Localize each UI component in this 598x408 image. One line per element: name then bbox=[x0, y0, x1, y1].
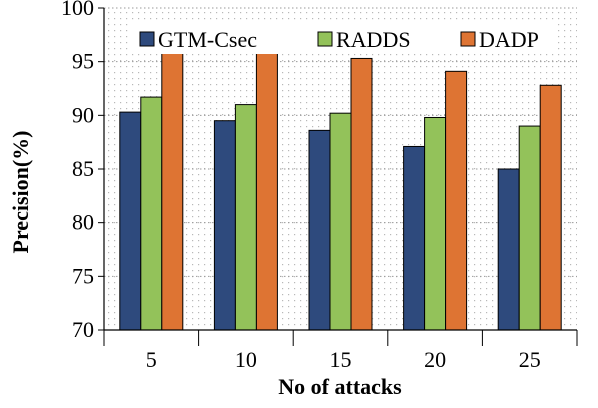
legend-swatch-gtm-csec bbox=[139, 31, 155, 47]
bar-dadp-15 bbox=[350, 57, 373, 331]
legend: GTM-Csec RADDS DADP bbox=[130, 24, 558, 54]
x-tick-label-15: 15 bbox=[330, 347, 352, 372]
legend-label-dadp: DADP bbox=[479, 27, 539, 52]
bar-dadp-20 bbox=[445, 70, 468, 331]
x-tick-label-20: 20 bbox=[424, 347, 446, 372]
x-tick-label-10: 10 bbox=[235, 347, 257, 372]
x-tick-label-5: 5 bbox=[146, 347, 157, 372]
y-tick-label-95: 95 bbox=[72, 49, 94, 74]
y-axis-title: Precision(%) bbox=[8, 130, 33, 253]
y-tick-label-80: 80 bbox=[72, 210, 94, 235]
y-tick-label-75: 75 bbox=[72, 263, 94, 288]
bar-radds-5 bbox=[140, 96, 163, 331]
legend-swatch-radds bbox=[317, 31, 333, 47]
legend-background bbox=[130, 24, 558, 54]
bar-gtm-csec-20 bbox=[403, 145, 426, 331]
x-tick-label-25: 25 bbox=[519, 347, 541, 372]
bar-radds-10 bbox=[234, 104, 257, 331]
x-axis-title: No of attacks bbox=[278, 374, 402, 399]
axes: 70 75 80 85 90 95 100 5 10 15 20 25 bbox=[61, 0, 578, 372]
bar-dadp-25 bbox=[539, 84, 562, 331]
y-tick-label-85: 85 bbox=[72, 156, 94, 181]
bar-gtm-csec-15 bbox=[308, 129, 331, 331]
bar-gtm-csec-25 bbox=[497, 168, 520, 331]
y-tick-label-90: 90 bbox=[72, 102, 94, 127]
bar-dadp-10 bbox=[255, 45, 278, 331]
legend-swatch-dadp bbox=[460, 31, 476, 47]
y-tick-label-70: 70 bbox=[72, 317, 94, 342]
legend-label-radds: RADDS bbox=[336, 27, 411, 52]
legend-label-gtm-csec: GTM-Csec bbox=[158, 27, 257, 52]
bar-gtm-csec-10 bbox=[213, 120, 236, 331]
bar-radds-25 bbox=[518, 125, 541, 331]
bar-radds-20 bbox=[424, 116, 447, 331]
bar-gtm-csec-5 bbox=[119, 111, 142, 331]
bar-dadp-5 bbox=[161, 39, 184, 331]
bar-radds-15 bbox=[329, 112, 352, 331]
y-tick-label-100: 100 bbox=[61, 0, 94, 20]
